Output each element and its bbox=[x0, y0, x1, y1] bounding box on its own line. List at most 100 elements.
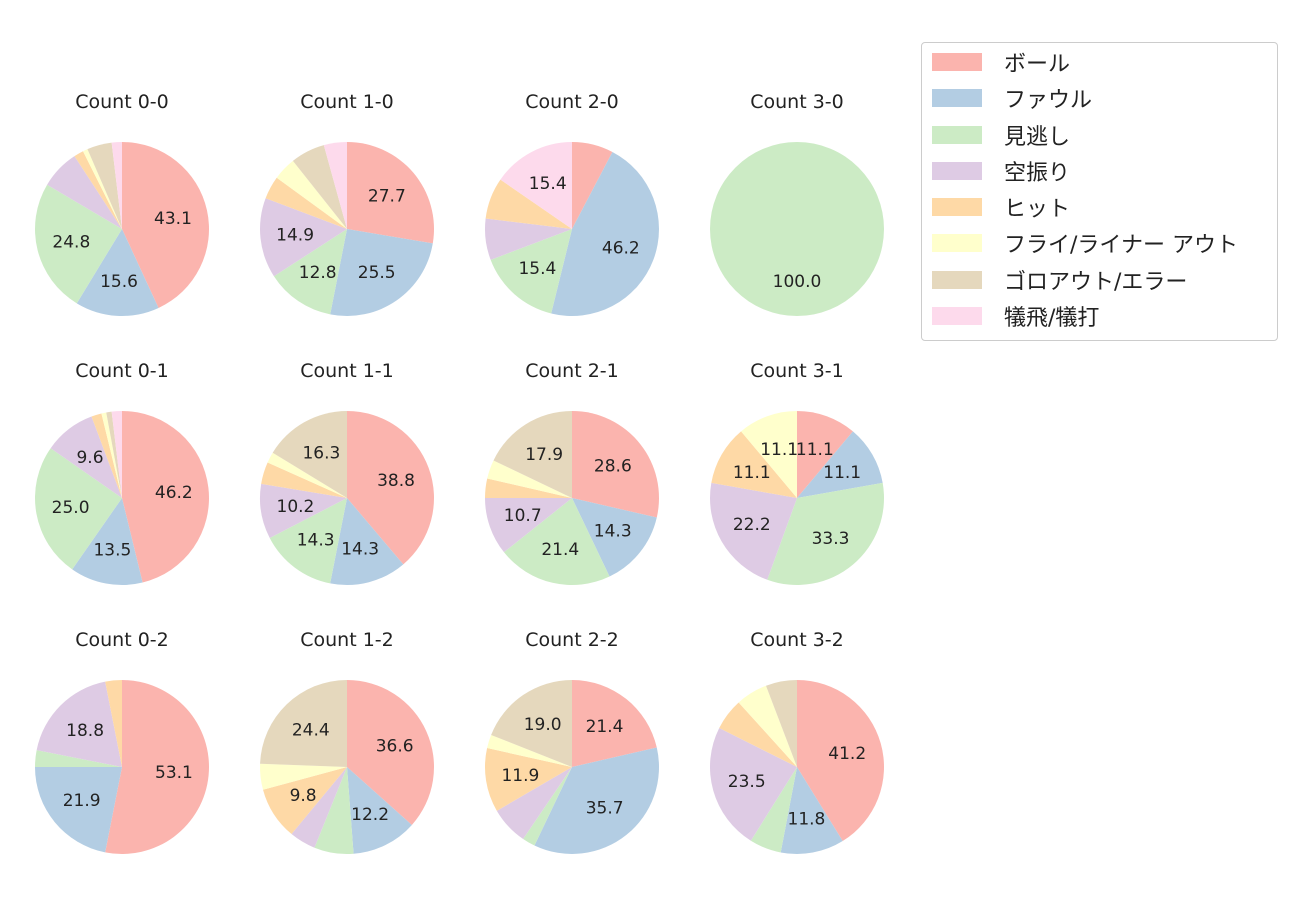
legend-item-called-strike: 見逃し bbox=[932, 121, 1070, 150]
pie-slice bbox=[710, 482, 797, 580]
pie-slice bbox=[767, 482, 884, 585]
pie-title: Count 1-2 bbox=[300, 629, 394, 651]
legend-label: フライ/ライナー アウト bbox=[1004, 233, 1238, 258]
legend-label: ゴロアウト/エラー bbox=[1004, 270, 1188, 295]
slice-label: 100.0 bbox=[773, 272, 822, 292]
pie-slice bbox=[503, 498, 610, 586]
legend-swatch bbox=[932, 271, 982, 289]
slice-label: 38.8 bbox=[377, 471, 415, 491]
slice-label: 14.3 bbox=[297, 531, 335, 551]
slice-label: 23.5 bbox=[728, 772, 766, 792]
pie-slice bbox=[572, 498, 657, 577]
legend-label: ボール bbox=[1004, 52, 1071, 77]
pie-slice bbox=[105, 680, 210, 854]
slice-label: 43.1 bbox=[154, 209, 192, 229]
pie-slice bbox=[260, 763, 347, 790]
pie-slice bbox=[485, 498, 572, 553]
pie-slice bbox=[35, 767, 122, 853]
pie-slice bbox=[750, 767, 797, 853]
pie-slice bbox=[710, 727, 797, 841]
pie-slice bbox=[347, 767, 412, 854]
pie-slice bbox=[105, 680, 122, 767]
slice-label: 17.9 bbox=[525, 445, 563, 465]
legend-label: ファウル bbox=[1004, 88, 1093, 113]
pie-slice bbox=[35, 448, 122, 570]
slice-label: 15.4 bbox=[529, 174, 567, 194]
pie-slice bbox=[330, 229, 433, 316]
pie-title: Count 2-2 bbox=[525, 629, 619, 651]
slice-label: 11.1 bbox=[796, 440, 834, 460]
pie-chart: Count 1-0 27.7 25.5 12.8 14.9 bbox=[260, 91, 434, 316]
pie-slice bbox=[765, 680, 797, 767]
pie-slice bbox=[487, 734, 572, 767]
pie-slice bbox=[347, 142, 434, 244]
pie-slice bbox=[72, 498, 143, 586]
pie-chart: Count 3-0 100.0 bbox=[710, 91, 884, 316]
pie-slice bbox=[551, 151, 659, 316]
pie-slice bbox=[269, 498, 347, 584]
slice-label: 12.8 bbox=[299, 263, 337, 283]
legend-swatch bbox=[932, 162, 982, 180]
pie-slice bbox=[780, 767, 843, 854]
pie-slice bbox=[711, 431, 797, 498]
legend-item-swinging-strike: 空振り bbox=[932, 157, 1071, 186]
pie-chart: Count 0-2 53.1 21.9 18.8 bbox=[35, 629, 210, 854]
pie-slice bbox=[260, 483, 347, 538]
slice-label: 10.2 bbox=[277, 497, 315, 517]
slice-label: 11.1 bbox=[760, 440, 798, 460]
pie-slice bbox=[738, 685, 797, 767]
slice-label: 16.3 bbox=[302, 443, 340, 463]
legend-item-foul: ファウル bbox=[932, 84, 1093, 113]
slice-label: 11.1 bbox=[823, 463, 861, 483]
slice-label: 35.7 bbox=[586, 799, 624, 819]
legend-label: ヒット bbox=[1004, 197, 1071, 222]
pie-slice bbox=[265, 177, 347, 229]
pie-title: Count 0-0 bbox=[75, 91, 169, 113]
slice-label: 21.9 bbox=[63, 791, 101, 811]
slice-label: 19.0 bbox=[524, 715, 562, 735]
slice-label: 46.2 bbox=[602, 239, 640, 259]
slice-label: 14.9 bbox=[276, 226, 314, 246]
slice-label: 11.8 bbox=[788, 809, 826, 829]
pie-slice bbox=[292, 145, 347, 229]
pie-chart: Count 3-2 41.2 11.8 23.5 bbox=[710, 629, 885, 854]
slice-label: 25.5 bbox=[358, 263, 396, 283]
slice-label: 33.3 bbox=[812, 529, 850, 549]
legend: ボール ファウル 見逃し 空振り ヒット フライ/ライナー アウト ゴロアウト/… bbox=[921, 42, 1278, 341]
pie-slice bbox=[273, 229, 347, 315]
pie-slice bbox=[485, 218, 572, 260]
legend-item-grounder-out-error: ゴロアウト/エラー bbox=[932, 266, 1188, 295]
pie-slice bbox=[74, 151, 122, 229]
pie-chart: Count 0-1 46.2 13.5 25.0 9.6 bbox=[35, 360, 210, 586]
pie-chart: Count 0-0 43.1 15.6 24.8 bbox=[34, 91, 209, 316]
pie-slice bbox=[797, 431, 883, 498]
pie-slice bbox=[490, 229, 572, 314]
pie-slice bbox=[35, 750, 122, 767]
legend-label: 空振り bbox=[1004, 161, 1071, 186]
pie-title: Count 2-0 bbox=[525, 91, 619, 113]
pie-chart: Count 1-1 38.8 14.3 14.3 10.2 16.3 bbox=[260, 360, 434, 585]
pie-slice bbox=[330, 498, 404, 585]
legend-swatch bbox=[932, 126, 982, 144]
pie-chart: Count 3-111.111.133.322.211.111.1 bbox=[710, 360, 884, 585]
pie-chart: Count 1-2 36.6 12.2 9.8 24.4 bbox=[260, 629, 435, 854]
pie-slice bbox=[260, 198, 347, 277]
pie-slice bbox=[523, 767, 572, 846]
pie-slice bbox=[106, 411, 122, 498]
pie-slice bbox=[572, 142, 613, 229]
pie-slice bbox=[34, 184, 122, 304]
pie-slice bbox=[122, 142, 209, 308]
pie-slice bbox=[111, 142, 122, 229]
pie-slice bbox=[276, 160, 347, 229]
legend-swatch bbox=[932, 307, 982, 325]
slice-label: 28.6 bbox=[594, 456, 632, 476]
pie-slice bbox=[101, 412, 122, 498]
slice-label: 15.4 bbox=[518, 259, 556, 279]
pie-title: Count 0-2 bbox=[75, 629, 169, 651]
slice-label: 24.4 bbox=[292, 720, 330, 740]
pie-slice bbox=[496, 767, 572, 839]
pie-slice bbox=[491, 679, 572, 767]
slice-label: 24.8 bbox=[52, 233, 90, 253]
pie-title: Count 3-1 bbox=[750, 360, 844, 382]
legend-swatch bbox=[932, 53, 982, 71]
